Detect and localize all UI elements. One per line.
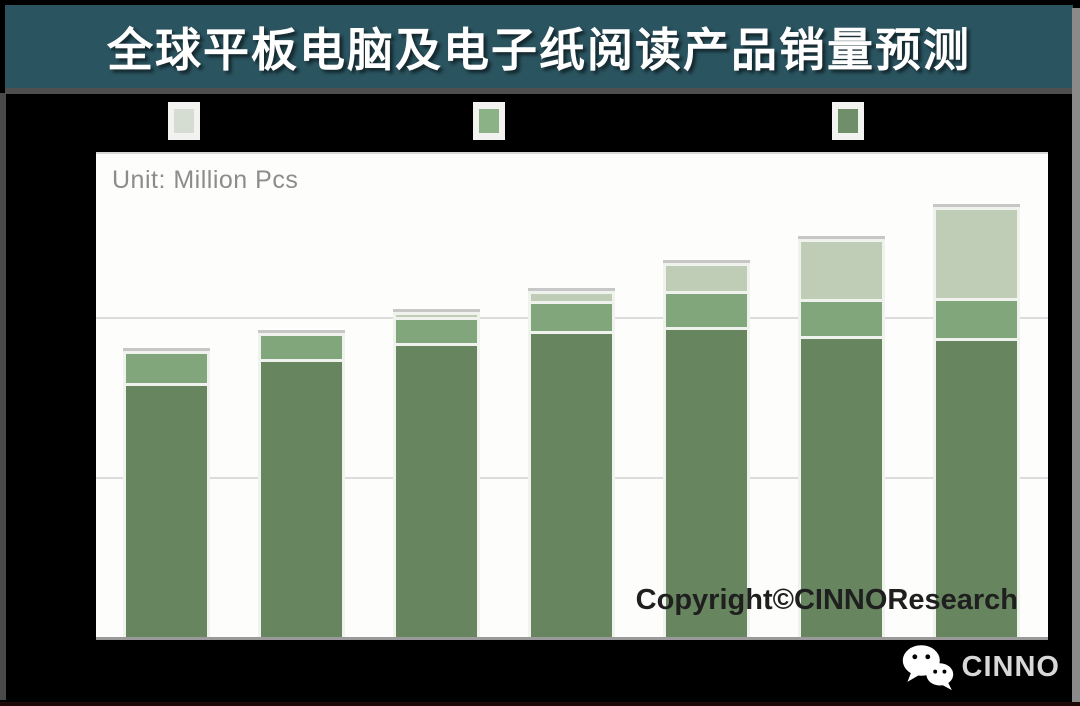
legend-swatch-light-icon (174, 109, 194, 133)
bar-segment-series-light-top (392, 312, 480, 318)
wechat-icon (902, 645, 954, 691)
page-title: 全球平板电脑及电子纸阅读产品销量预测 (107, 23, 971, 76)
chart-legend (0, 102, 1080, 142)
bar-segment-series-dark-bottom (257, 358, 345, 637)
bar-segment-series-medium-middle (392, 317, 480, 343)
bar-segment-series-medium-middle (527, 301, 615, 332)
bar (392, 312, 480, 637)
bar-segment-series-light-top (527, 291, 615, 302)
bar (122, 350, 210, 637)
bar-segment-series-light-top (797, 238, 885, 300)
legend-item-dark (832, 102, 864, 140)
chart-panel: Unit: Million Pcs Copyright©CINNOResearc… (96, 152, 1048, 640)
copyright-watermark: Copyright©CINNOResearch (635, 584, 1018, 616)
bar-segment-series-dark-bottom (797, 336, 885, 637)
title-bar-shadow (5, 88, 1078, 94)
right-edge-strip (1072, 8, 1080, 706)
legend-swatch-dark-icon (838, 109, 858, 133)
brand-text: CINNO (961, 650, 1060, 683)
bar-segment-series-medium-middle (932, 297, 1020, 338)
x-axis-line (96, 637, 1048, 640)
bar-segment-series-dark-bottom (122, 382, 210, 637)
bar (527, 291, 615, 637)
bar-segment-series-medium-middle (662, 291, 750, 327)
bar-segment-series-dark-bottom (527, 331, 615, 637)
bar (797, 238, 885, 637)
legend-item-medium (473, 102, 505, 140)
bar-segment-series-dark-bottom (662, 326, 750, 637)
bars-container (96, 154, 1048, 642)
title-bar: 全球平板电脑及电子纸阅读产品销量预测 (5, 5, 1073, 88)
bottom-edge-strip (0, 702, 1080, 706)
left-edge-strip (0, 93, 6, 700)
bar (662, 262, 750, 637)
legend-item-light (168, 102, 200, 140)
bar (932, 206, 1020, 637)
unit-label: Unit: Million Pcs (112, 166, 299, 194)
bar-segment-series-light-top (662, 262, 750, 292)
bar-segment-series-medium-middle (797, 299, 885, 337)
bar (257, 333, 345, 637)
footer-brand: CINNO (900, 641, 1060, 693)
bar-segment-series-medium-middle (257, 333, 345, 359)
bar-segment-series-medium-middle (122, 350, 210, 383)
bar-segment-series-dark-bottom (932, 337, 1020, 637)
legend-swatch-medium-icon (479, 109, 499, 133)
bar-segment-series-dark-bottom (392, 342, 480, 637)
bar-segment-series-light-top (932, 206, 1020, 298)
